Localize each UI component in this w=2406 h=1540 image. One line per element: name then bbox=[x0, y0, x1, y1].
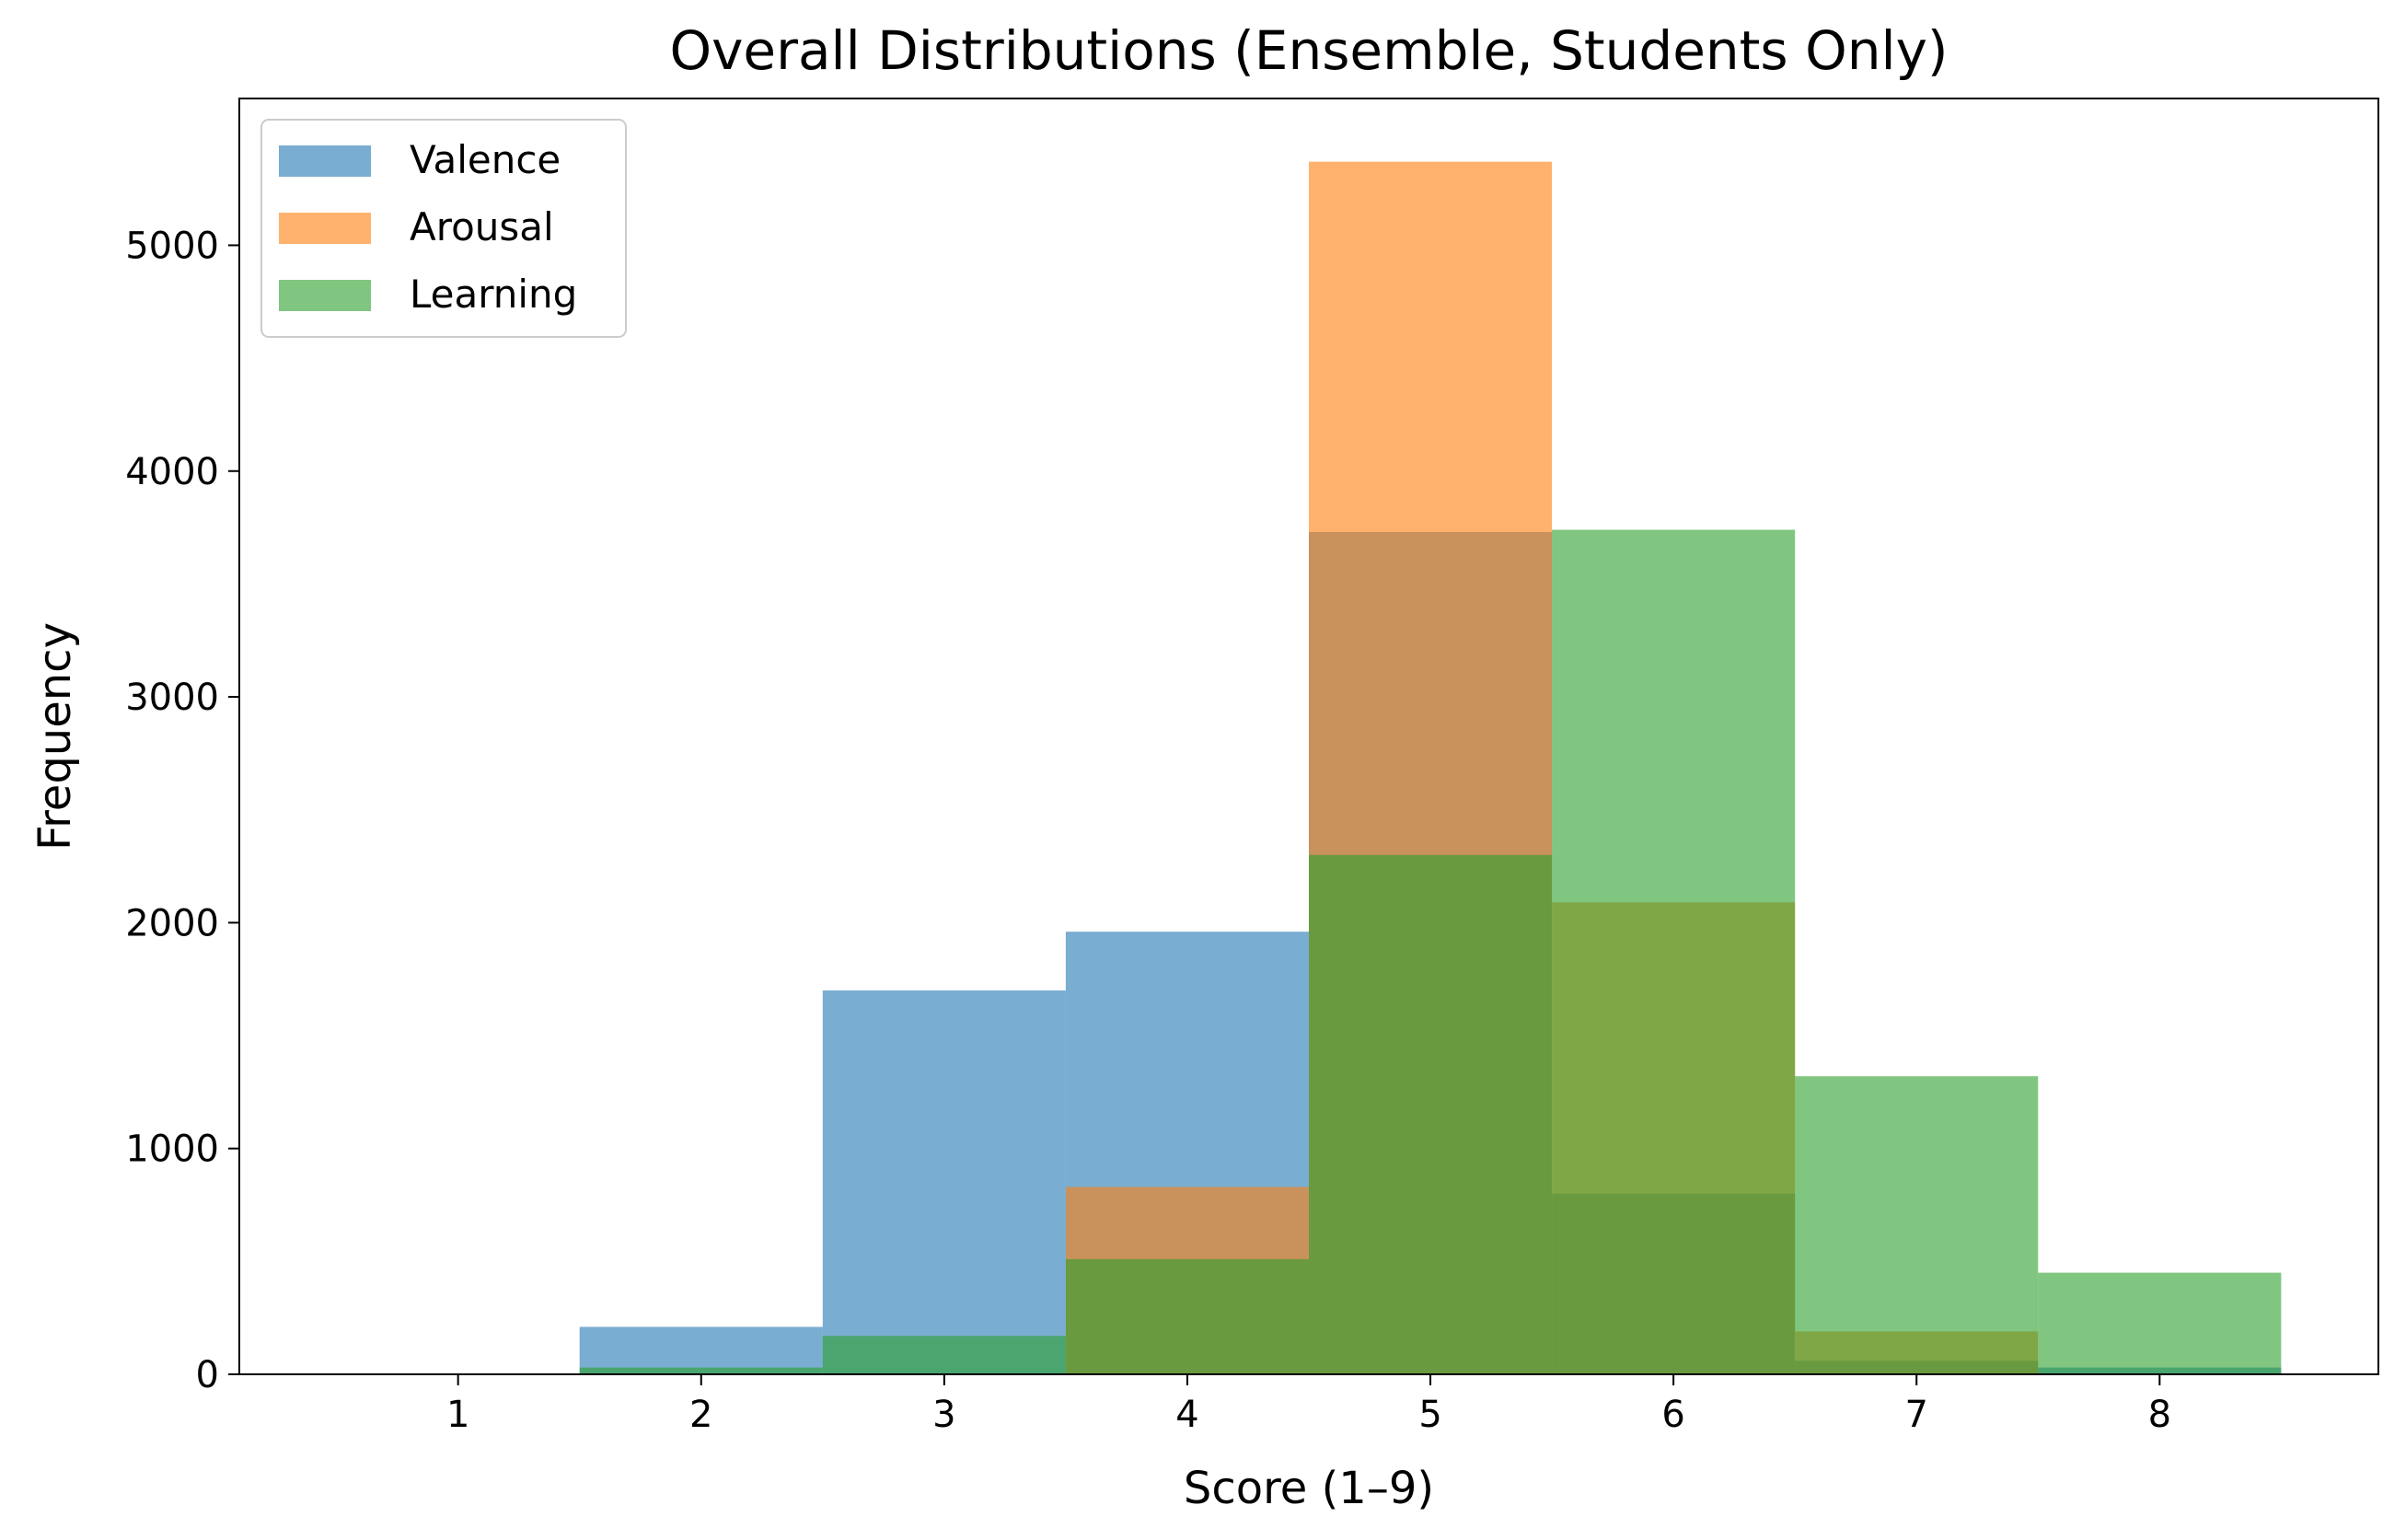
legend: Valence Arousal Learning bbox=[260, 119, 627, 338]
legend-label-valence: Valence bbox=[410, 137, 561, 182]
legend-label-arousal: Arousal bbox=[410, 204, 554, 249]
legend-swatch-arousal bbox=[279, 213, 371, 244]
bar-learning-6 bbox=[1552, 529, 1796, 1374]
y-axis: 0 1000 2000 3000 4000 5000 bbox=[125, 225, 239, 1396]
legend-swatch-learning bbox=[279, 280, 371, 311]
legend-label-learning: Learning bbox=[410, 272, 577, 317]
y-tick-label: 1000 bbox=[125, 1129, 219, 1171]
bar-valence-2 bbox=[579, 1326, 823, 1374]
x-tick-label: 5 bbox=[1418, 1394, 1441, 1436]
y-tick-label: 0 bbox=[196, 1354, 219, 1396]
x-tick-label: 1 bbox=[446, 1394, 469, 1436]
x-tick-label: 7 bbox=[1905, 1394, 1928, 1436]
bar-learning-3 bbox=[822, 1336, 1066, 1374]
x-tick-label: 6 bbox=[1661, 1394, 1684, 1436]
y-tick-label: 3000 bbox=[125, 677, 219, 719]
bar-learning-2 bbox=[579, 1367, 823, 1374]
legend-entries: Valence Arousal Learning bbox=[279, 137, 577, 317]
x-tick-label: 3 bbox=[932, 1394, 955, 1436]
bar-learning-5 bbox=[1309, 854, 1553, 1374]
x-axis-label: Score (1–9) bbox=[1184, 1463, 1434, 1514]
x-tick-label: 8 bbox=[2148, 1394, 2171, 1436]
chart-title: Overall Distributions (Ensemble, Student… bbox=[669, 19, 1948, 82]
bar-learning-4 bbox=[1065, 1258, 1309, 1374]
x-tick-label: 2 bbox=[689, 1394, 712, 1436]
bar-learning-8 bbox=[2038, 1272, 2282, 1374]
y-tick-label: 5000 bbox=[125, 225, 219, 267]
x-axis: 1 2 3 4 5 6 7 8 bbox=[446, 1374, 2171, 1436]
legend-swatch-valence bbox=[279, 145, 371, 177]
plot-frame bbox=[238, 98, 2379, 1375]
y-tick-label: 2000 bbox=[125, 902, 219, 944]
bars-layer bbox=[579, 161, 2282, 1374]
y-tick-label: 4000 bbox=[125, 451, 219, 493]
bar-learning-7 bbox=[1795, 1076, 2039, 1374]
y-axis-label: Frequency bbox=[29, 622, 81, 851]
bar-valence-3 bbox=[822, 990, 1066, 1374]
x-tick-label: 4 bbox=[1175, 1394, 1198, 1436]
